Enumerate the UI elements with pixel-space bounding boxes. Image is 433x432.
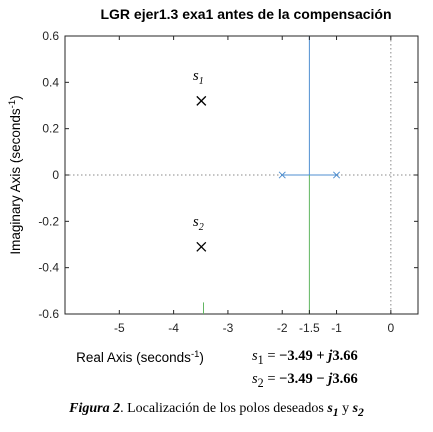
open-loop-pole-2 (332, 171, 341, 179)
caption-var2: s (352, 401, 359, 416)
chart-title: LGR ejer1.3 exa1 antes de la compensació… (100, 6, 391, 22)
caption-conj: y (338, 401, 353, 416)
x-axis-unit-close: ) (199, 350, 204, 365)
eq1-sub: 1 (257, 352, 264, 367)
eq1-imag: 3.66 (332, 348, 358, 364)
eq2-sub: 2 (257, 375, 264, 390)
eq2-j: j (328, 370, 333, 387)
svg-text:Imaginary Axis (seconds-1): Imaginary Axis (seconds-1) (7, 95, 23, 254)
x-tick-label-6: 0 (388, 321, 395, 335)
x-tick-label-2: -3 (223, 321, 234, 335)
y-tick-label-6: -0.6 (38, 307, 59, 321)
desired-pole-label-s2: s2 (193, 214, 204, 233)
x-tick-label-3: -2 (277, 321, 288, 335)
x-tick-label-0: -5 (114, 321, 125, 335)
y-tick-label-4: -0.2 (38, 214, 59, 228)
y-tick-label-3: 0 (52, 168, 59, 182)
desired-pole-s2 (196, 241, 207, 252)
y-axis-name: Imaginary Axis (8, 167, 23, 255)
eq1-equals: = (263, 348, 280, 364)
y-tick-label-2: 0.2 (42, 122, 59, 136)
eq2-var: s (252, 370, 258, 387)
pole-equations: s1 = −3.49 + j3.66 s2 = −3.49 − j3.66 (252, 347, 420, 393)
equation-s1: s1 = −3.49 + j3.66 (252, 347, 420, 370)
equation-s2: s2 = −3.49 − j3.66 (252, 370, 420, 393)
eq2-imag: 3.66 (332, 370, 358, 387)
x-axis-name: Real Axis (76, 350, 133, 365)
caption-figure-label: Figura 2 (69, 401, 121, 416)
x-tick-label-5: -1 (331, 321, 342, 335)
open-loop-pole-1 (278, 171, 286, 179)
eq1-j: j (328, 348, 333, 364)
caption-var1: s (327, 401, 333, 416)
x-axis-unit-exponent: -1 (191, 349, 199, 360)
x-axis-unit: (seconds (136, 350, 191, 365)
caption-text: . Localización de los polos deseados (120, 401, 328, 416)
y-tick-label-1: 0.4 (42, 75, 59, 89)
x-tick-label-4: -1.5 (299, 321, 320, 335)
desired-pole-s1 (196, 95, 207, 106)
y-axis-unit: (seconds (8, 108, 23, 163)
root-locus-chart: LGR ejer1.3 exa1 antes de la compensació… (7, 6, 419, 365)
y-tick-label-5: -0.4 (38, 261, 59, 275)
y-axis-label: Imaginary Axis (seconds-1) (7, 95, 23, 254)
caption-sub2: 2 (358, 405, 364, 419)
figure-caption: Figura 2. Localización de los polos dese… (0, 401, 433, 419)
plot-area: s1 s2 0.6 0.4 0.2 0 -0.2 -0.4 -0.6 -5 -4 -3 -2 -1.5 -1… (38, 29, 419, 335)
y-axis-unit-exponent: -1 (7, 100, 18, 108)
x-axis-label: Real Axis (seconds-1) (76, 349, 204, 365)
eq1-real: −3.49 + (279, 348, 329, 364)
caption-sub1: 1 (332, 405, 339, 419)
x-tick-label-1: -4 (168, 321, 179, 335)
y-axis-unit-close: ) (8, 95, 23, 100)
y-tick-label-0: 0.6 (42, 29, 59, 43)
eq2-real: −3.49 − (279, 370, 329, 387)
eq2-equals: = (263, 370, 280, 387)
eq1-var: s (252, 348, 258, 364)
desired-pole-label-s1: s1 (193, 68, 204, 87)
